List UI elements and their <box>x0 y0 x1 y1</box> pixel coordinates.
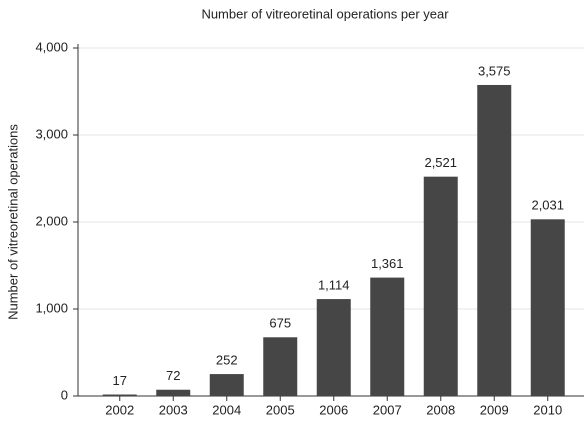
bar <box>477 84 512 396</box>
x-tick-label: 2006 <box>319 402 348 417</box>
value-label: 2,031 <box>531 198 564 213</box>
chart-title: Number of vitreoretinal operations per y… <box>201 6 449 21</box>
x-tick-label: 2004 <box>212 402 241 417</box>
bar <box>156 389 191 396</box>
value-label: 17 <box>113 373 127 388</box>
x-tick-label: 2002 <box>105 402 134 417</box>
y-axis-label: Number of vitreoretinal operations <box>5 124 20 320</box>
y-tick-label: 1,000 <box>35 300 68 315</box>
y-tick-label: 3,000 <box>35 126 68 141</box>
y-tick-label: 0 <box>61 387 68 402</box>
value-label: 252 <box>216 353 238 368</box>
value-label: 2,521 <box>424 155 457 170</box>
x-tick-label: 2010 <box>533 402 562 417</box>
x-tick-label: 2009 <box>480 402 509 417</box>
y-tick-label: 2,000 <box>35 213 68 228</box>
value-label: 72 <box>166 368 180 383</box>
bar <box>370 277 405 396</box>
value-label: 675 <box>269 316 291 331</box>
x-tick-label: 2003 <box>159 402 188 417</box>
y-tick-label: 4,000 <box>35 39 68 54</box>
bar <box>530 219 565 396</box>
value-label: 1,361 <box>371 256 404 271</box>
bar <box>316 299 351 396</box>
x-tick-label: 2008 <box>426 402 455 417</box>
value-label: 3,575 <box>478 63 511 78</box>
bar <box>209 374 244 396</box>
x-tick-label: 2007 <box>373 402 402 417</box>
bar <box>263 337 298 396</box>
value-label: 1,114 <box>318 278 350 293</box>
x-tick-label: 2005 <box>266 402 295 417</box>
bar <box>423 176 458 396</box>
bar <box>102 394 137 396</box>
